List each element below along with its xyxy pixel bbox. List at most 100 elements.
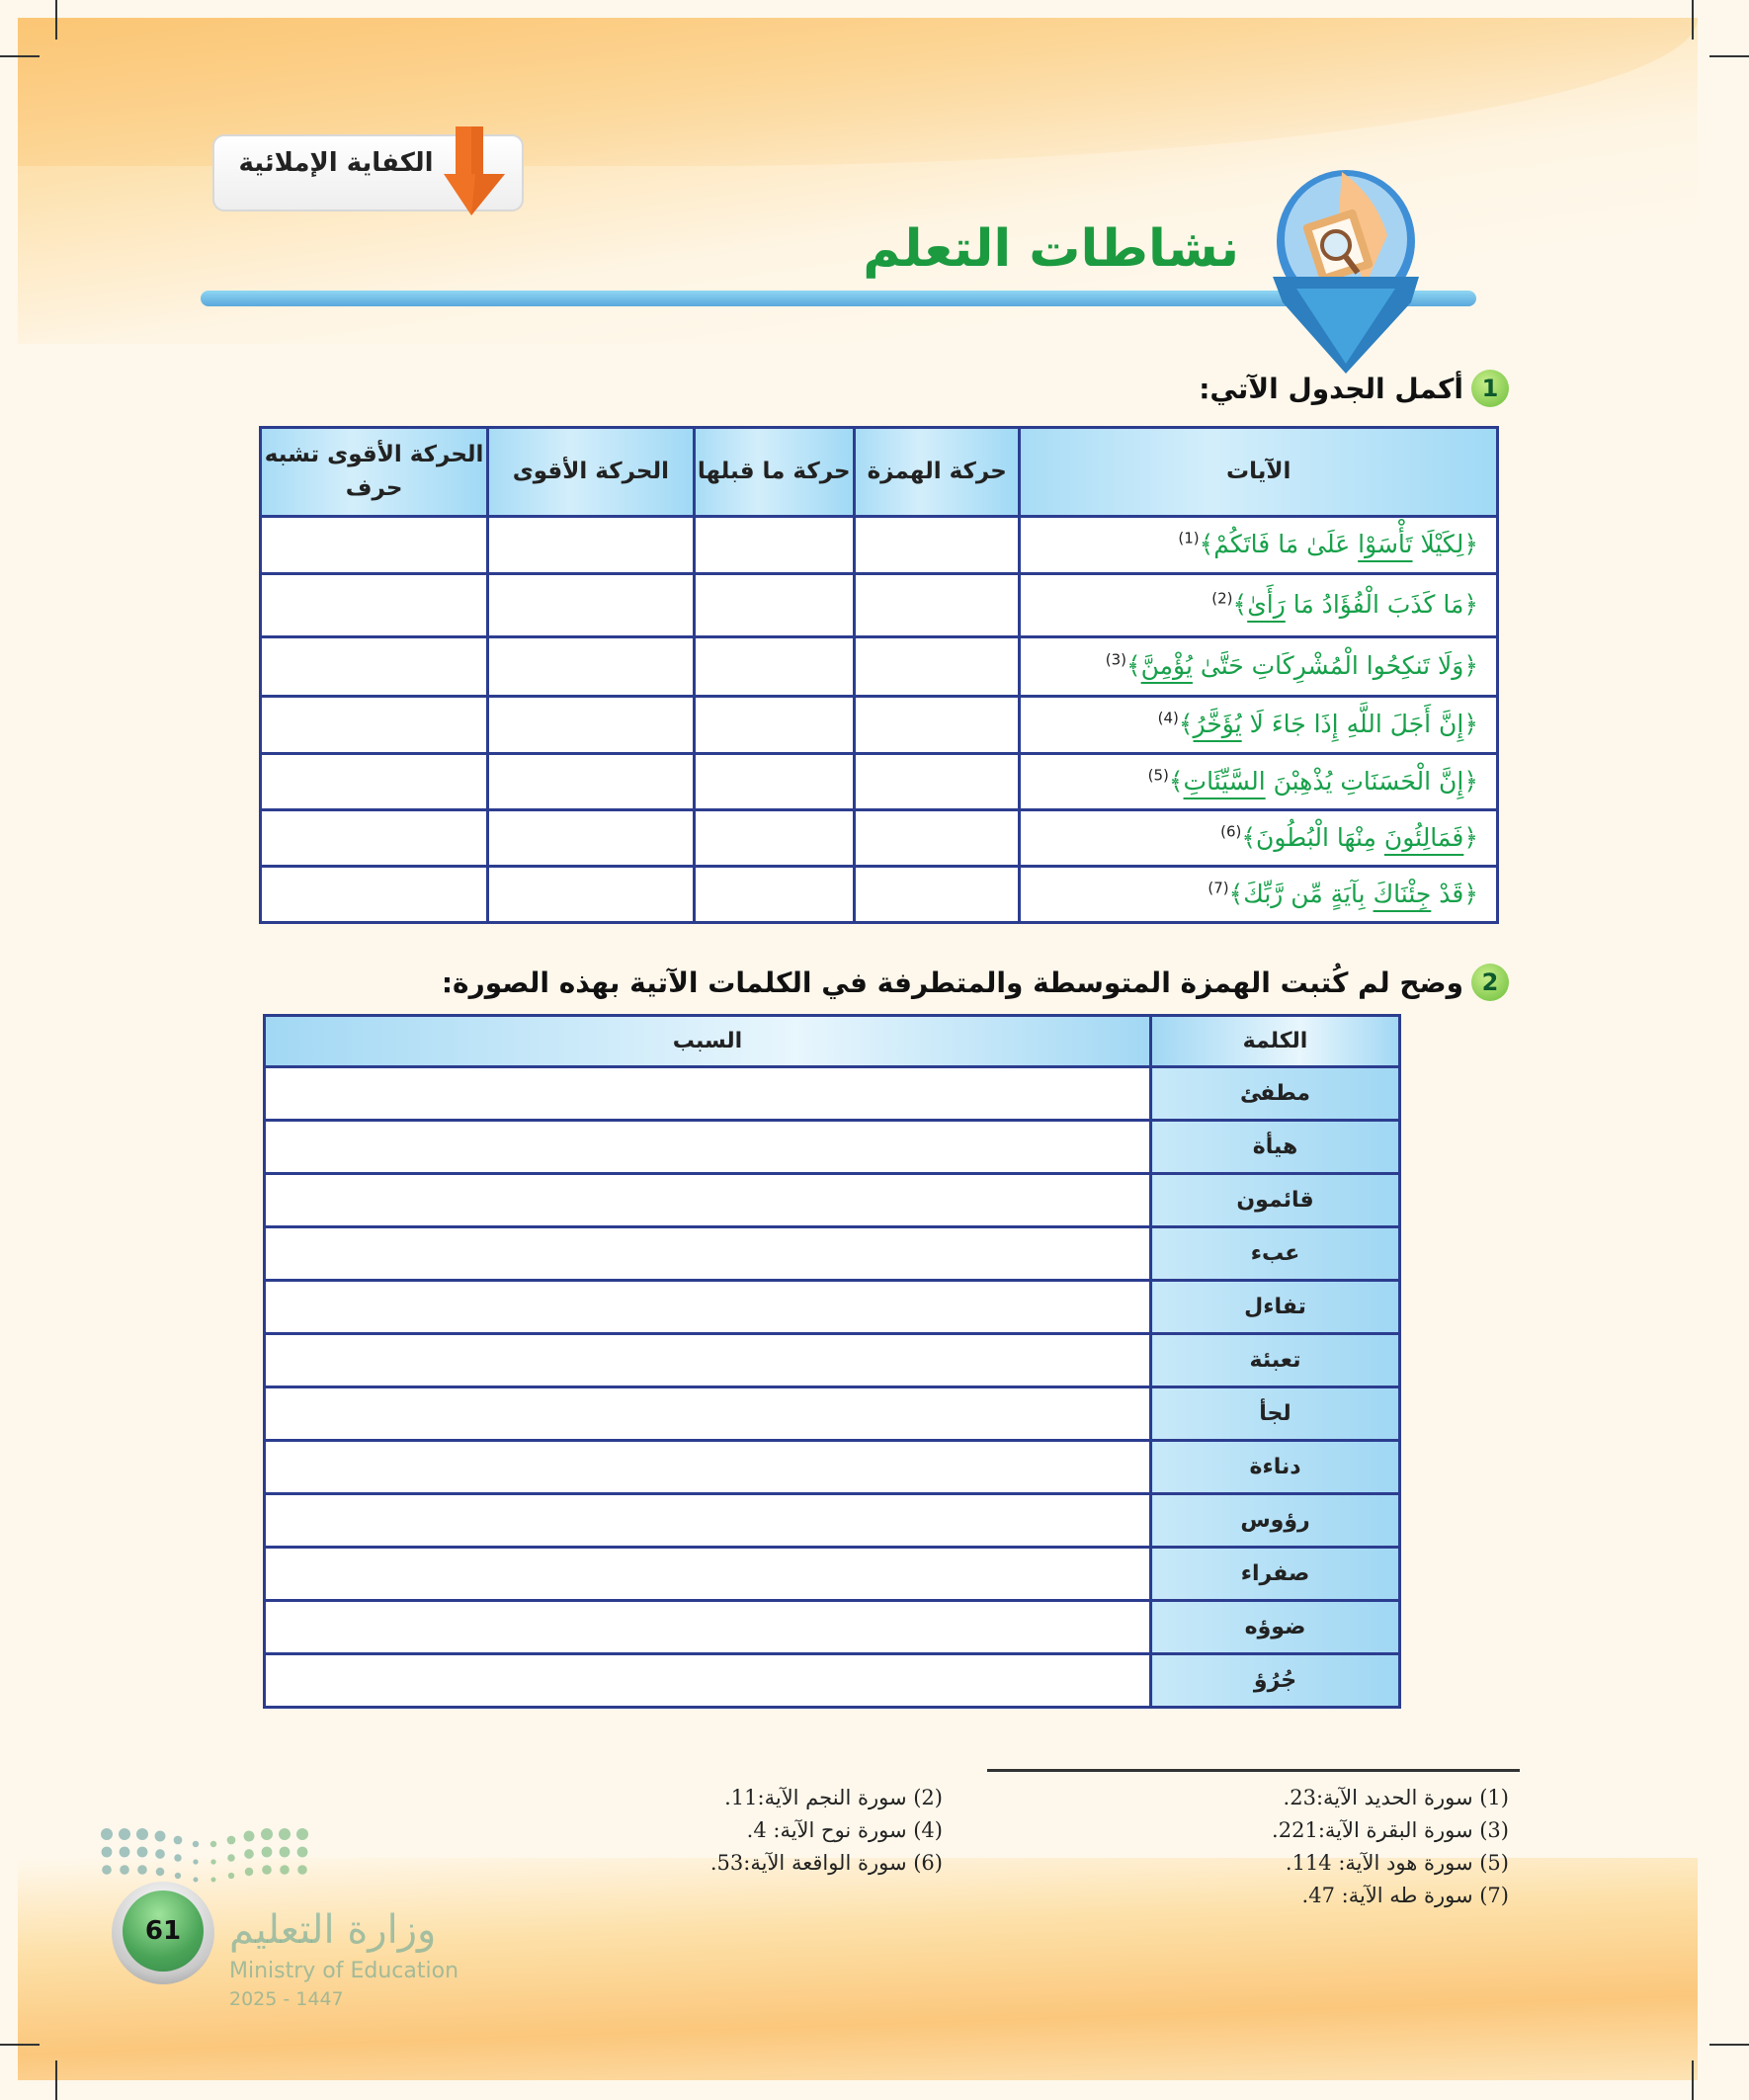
word-cell: عبء — [1149, 1225, 1401, 1282]
crop-mark — [1692, 2060, 1694, 2100]
answer-cell[interactable] — [692, 752, 856, 811]
crop-mark — [0, 2044, 40, 2046]
footnotes-left-column: (2) سورة النجم الآية:11. (4) سورة نوح الآ… — [710, 1782, 943, 1880]
answer-cell[interactable] — [486, 635, 696, 698]
answer-cell[interactable] — [486, 572, 696, 638]
verse-cell: ﴿وَلَا تَنكِحُوا الْمُشْرِكَاتِ حَتَّىٰ … — [1018, 635, 1499, 698]
footnote: (5) سورة هود الآية: 114. — [1285, 1851, 1509, 1875]
table-row: ضوؤه — [263, 1599, 1401, 1655]
table-row: صفراء — [263, 1546, 1401, 1602]
underlined-word: يُؤْمِنَّ — [1140, 651, 1193, 681]
word-cell: دناءة — [1149, 1439, 1401, 1495]
logo-dot — [173, 1835, 183, 1845]
crop-mark — [1692, 0, 1694, 40]
logo-dot — [226, 1835, 236, 1845]
verse-text: ﴿قَدْ — [1431, 879, 1478, 908]
answer-cell[interactable] — [486, 515, 696, 575]
answer-cell[interactable] — [692, 635, 856, 698]
logo-dot — [244, 1849, 254, 1859]
answer-cell[interactable] — [258, 695, 490, 755]
answer-cell[interactable] — [258, 865, 490, 924]
table-row: جُرُؤ — [263, 1652, 1401, 1709]
answer-cell[interactable] — [852, 515, 1022, 575]
footnote: (1) سورة الحديد الآية:23. — [1283, 1786, 1509, 1809]
table-row: دناءة — [263, 1439, 1401, 1495]
word-cell: مطفئ — [1149, 1065, 1401, 1122]
verse-cell: ﴿قَدْ جِئْنَاكَ بِآيَةٍ مِّن رَّبِّكَ﴾(7… — [1018, 865, 1499, 924]
word-cell: قائمون — [1149, 1172, 1401, 1228]
answer-cell[interactable] — [258, 752, 490, 811]
column-header: الآيات — [1018, 426, 1499, 518]
table-row: هيأة — [263, 1119, 1401, 1175]
answer-cell[interactable] — [692, 865, 856, 924]
table-row: ﴿وَلَا تَنكِحُوا الْمُشْرِكَاتِ حَتَّىٰ … — [258, 635, 1499, 698]
table-row: ﴿فَمَالِئُونَ مِنْهَا الْبُطُونَ﴾(6) — [258, 808, 1499, 868]
logo-dot — [210, 1877, 216, 1883]
logo-dot — [137, 1865, 147, 1875]
table-row: رؤوس — [263, 1492, 1401, 1549]
table-row: ﴿مَا كَذَبَ الْفُؤَادُ مَا رَأَىٰ﴾(2) — [258, 572, 1499, 638]
footnote-ref: (7) — [1208, 879, 1229, 897]
underlined-word: فَمَالِئُونَ — [1383, 822, 1464, 852]
logo-dot — [296, 1828, 308, 1840]
underlined-word: تَأْسَوْا — [1358, 530, 1413, 559]
answer-cell[interactable] — [692, 808, 856, 868]
answer-cell[interactable] — [486, 865, 696, 924]
ministry-name-arabic: وزارة التعليم — [229, 1907, 437, 1953]
answer-cell[interactable] — [692, 695, 856, 755]
title-underline-bar — [201, 291, 1476, 306]
reason-answer-cell[interactable] — [263, 1172, 1152, 1228]
reason-answer-cell[interactable] — [263, 1599, 1152, 1655]
crop-mark — [1709, 55, 1749, 57]
answer-cell[interactable] — [258, 808, 490, 868]
logo-dot — [296, 1846, 308, 1858]
logo-dot — [280, 1865, 290, 1875]
reason-answer-cell[interactable] — [263, 1386, 1152, 1442]
activity-1-heading: 1 أكمل الجدول الآتي: — [1199, 370, 1509, 407]
logo-dot — [261, 1828, 273, 1840]
reason-answer-cell[interactable] — [263, 1652, 1152, 1709]
answer-cell[interactable] — [852, 752, 1022, 811]
background-wave-bottom — [18, 1858, 1698, 2080]
logo-dot — [227, 1854, 235, 1862]
answer-cell[interactable] — [486, 808, 696, 868]
table-row: مطفئ — [263, 1065, 1401, 1122]
reason-answer-cell[interactable] — [263, 1332, 1152, 1388]
answer-cell[interactable] — [486, 695, 696, 755]
answer-cell[interactable] — [852, 808, 1022, 868]
answer-cell[interactable] — [852, 572, 1022, 638]
reason-answer-cell[interactable] — [263, 1225, 1152, 1282]
column-header: الكلمة — [1149, 1014, 1401, 1068]
reason-answer-cell[interactable] — [263, 1065, 1152, 1122]
logo-dot — [119, 1828, 130, 1840]
verse-text: عَلَىٰ مَا فَاتَكُمْ﴾ — [1199, 530, 1359, 559]
reason-answer-cell[interactable] — [263, 1119, 1152, 1175]
answer-cell[interactable] — [258, 515, 490, 575]
reason-answer-cell[interactable] — [263, 1279, 1152, 1335]
logo-dot — [174, 1854, 182, 1862]
table-row: ﴿قَدْ جِئْنَاكَ بِآيَةٍ مِّن رَّبِّكَ﴾(7… — [258, 865, 1499, 924]
answer-cell[interactable] — [258, 635, 490, 698]
underlined-word: جِئْنَاكَ — [1373, 879, 1432, 908]
down-arrow-icon — [444, 126, 505, 215]
answer-cell[interactable] — [692, 515, 856, 575]
answer-cell[interactable] — [486, 752, 696, 811]
crop-mark — [1709, 2044, 1749, 2046]
reason-answer-cell[interactable] — [263, 1492, 1152, 1549]
answer-cell[interactable] — [852, 865, 1022, 924]
verse-text: ﴾ — [1125, 651, 1141, 681]
answer-cell[interactable] — [692, 572, 856, 638]
verse-text: ﴾ — [1232, 590, 1248, 620]
answer-cell[interactable] — [852, 695, 1022, 755]
answer-cell[interactable] — [852, 635, 1022, 698]
table-row: لجأ — [263, 1386, 1401, 1442]
answer-cell[interactable] — [258, 572, 490, 638]
section-tag-label: الكفاية الإملائية — [238, 148, 434, 178]
learning-activities-icon — [1273, 170, 1419, 374]
verse-text: بِآيَةٍ مِّن رَّبِّكَ﴾ — [1228, 879, 1374, 908]
reason-answer-cell[interactable] — [263, 1546, 1152, 1602]
reason-answer-cell[interactable] — [263, 1439, 1152, 1495]
logo-dot — [227, 1872, 235, 1880]
verse-text: ﴿إِنَّ الْحَسَنَاتِ يُذْهِبْنَ — [1265, 766, 1478, 796]
word-cell: لجأ — [1149, 1386, 1401, 1442]
